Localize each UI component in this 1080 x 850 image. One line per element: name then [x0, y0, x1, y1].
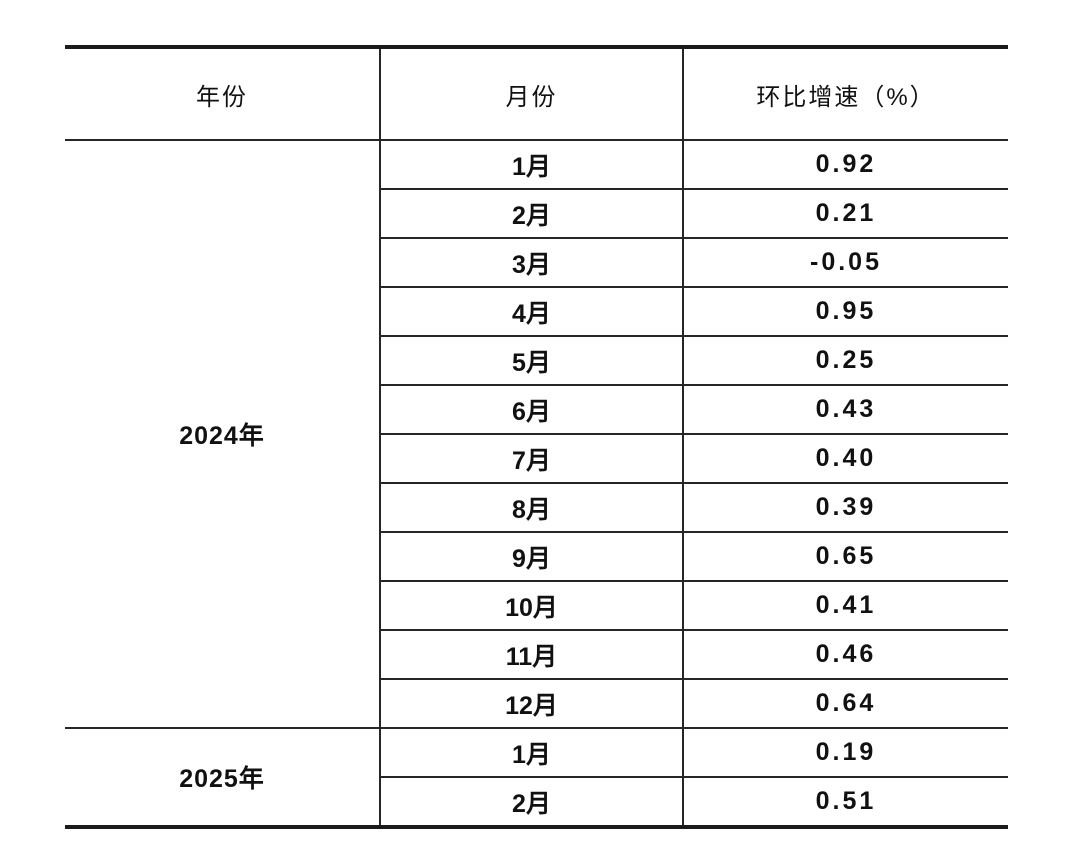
- growth-rate-table: 年份 月份 环比增速（%） 2024年 1月 0.92 2月 0.21 3月 -…: [65, 45, 1008, 829]
- table-row: 4月 0.95: [65, 287, 1008, 337]
- table-header-row: 年份 月份 环比增速（%）: [65, 47, 1008, 141]
- value-cell: 0.43: [683, 385, 1008, 435]
- month-cell: 9月: [379, 532, 684, 582]
- header-year: 年份: [65, 47, 381, 141]
- month-cell: 7月: [379, 434, 684, 484]
- table-row: 2025年 1月 0.19: [65, 728, 1008, 827]
- table-row: 2月 0.21: [65, 189, 1008, 239]
- table-row: 6月 0.43: [65, 385, 1008, 435]
- value-cell: 0.41: [683, 581, 1008, 631]
- month-cell: 1月: [379, 728, 684, 778]
- value-cell: 0.39: [683, 483, 1008, 533]
- table-row: 11月 0.46: [65, 630, 1008, 680]
- table-row: 2024年 1月 0.92: [65, 140, 1008, 729]
- value-cell: 0.21: [683, 189, 1008, 239]
- header-growth: 环比增速（%）: [683, 47, 1008, 141]
- table-row: 8月 0.39: [65, 483, 1008, 533]
- value-cell: 0.64: [683, 679, 1008, 729]
- table-row: 12月 0.64: [65, 679, 1008, 729]
- month-cell: 10月: [379, 581, 684, 631]
- table-row: 9月 0.65: [65, 532, 1008, 582]
- value-cell: -0.05: [683, 238, 1008, 288]
- month-cell: 3月: [379, 238, 684, 288]
- month-cell: 11月: [379, 630, 684, 680]
- value-cell: 0.51: [683, 777, 1008, 828]
- month-cell: 2月: [379, 777, 684, 828]
- month-cell: 1月: [379, 140, 684, 190]
- value-cell: 0.25: [683, 336, 1008, 386]
- value-cell: 0.95: [683, 287, 1008, 337]
- header-month: 月份: [380, 47, 684, 141]
- table-row: 5月 0.25: [65, 336, 1008, 386]
- table-row: 10月 0.41: [65, 581, 1008, 631]
- table-row: 2月 0.51: [65, 777, 1008, 828]
- value-cell: 0.19: [683, 728, 1008, 778]
- month-cell: 6月: [379, 385, 684, 435]
- table-row: 3月 -0.05: [65, 238, 1008, 288]
- table-row: 7月 0.40: [65, 434, 1008, 484]
- value-cell: 0.92: [683, 140, 1008, 190]
- value-cell: 0.65: [683, 532, 1008, 582]
- month-cell: 5月: [379, 336, 684, 386]
- month-cell: 8月: [379, 483, 684, 533]
- month-cell: 4月: [379, 287, 684, 337]
- value-cell: 0.46: [683, 630, 1008, 680]
- value-cell: 0.40: [683, 434, 1008, 484]
- year-cell-2024: 2024年: [65, 140, 381, 729]
- month-cell: 2月: [379, 189, 684, 239]
- month-cell: 12月: [379, 679, 684, 729]
- year-cell-2025: 2025年: [65, 728, 381, 827]
